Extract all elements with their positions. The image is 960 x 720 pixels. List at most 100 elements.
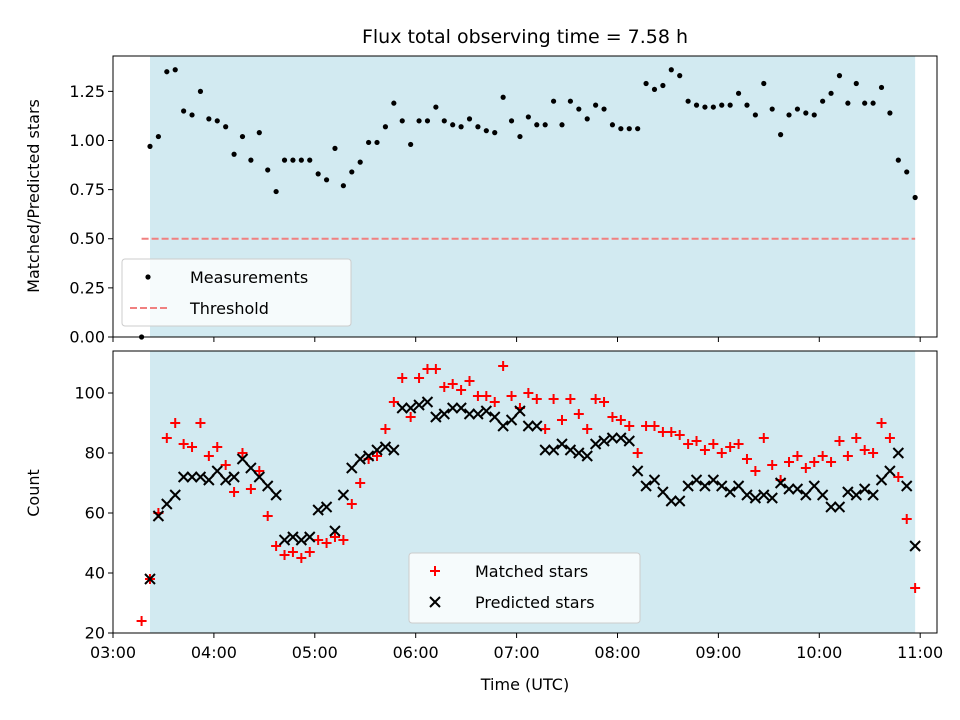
measurement-point bbox=[155, 133, 162, 140]
y-tick-label: 1.00 bbox=[69, 131, 105, 150]
predicted-stars-point bbox=[741, 489, 753, 501]
x-tick-label: 08:00 bbox=[594, 643, 640, 662]
measurement-point bbox=[181, 108, 187, 114]
measurement-point bbox=[214, 118, 220, 124]
matched-stars-point bbox=[691, 436, 702, 446]
measurement-point bbox=[710, 104, 716, 110]
predicted-stars-point bbox=[623, 435, 635, 447]
predicted-stars-point bbox=[161, 498, 173, 510]
measurement-point bbox=[164, 69, 170, 75]
predicted-stars-point bbox=[236, 453, 249, 465]
predicted-stars-point bbox=[901, 480, 913, 492]
matched-stars-point bbox=[901, 514, 912, 524]
predicted-stars-point bbox=[278, 534, 291, 546]
matched-stars-point bbox=[851, 433, 862, 443]
predicted-stars-point bbox=[589, 438, 602, 450]
matched-stars-point bbox=[699, 445, 710, 455]
legend-label: Threshold bbox=[189, 299, 269, 318]
matched-stars-point bbox=[271, 541, 282, 551]
matched-stars-point bbox=[674, 430, 685, 440]
matched-stars-point bbox=[758, 433, 769, 443]
predicted-stars-point bbox=[631, 465, 644, 477]
matched-stars-point bbox=[531, 394, 542, 404]
predicted-stars-point bbox=[850, 489, 862, 501]
measurement-point bbox=[904, 169, 910, 175]
matched-stars-point bbox=[573, 409, 584, 419]
chart-title: Flux total observing time = 7.58 h bbox=[362, 26, 688, 48]
legend-marker-matched bbox=[430, 566, 440, 576]
matched-stars-point bbox=[683, 439, 694, 449]
predicted-stars-point bbox=[371, 444, 383, 456]
predicted-stars-point bbox=[716, 480, 728, 492]
measurement-point bbox=[298, 157, 304, 163]
matched-stars-point bbox=[178, 439, 189, 449]
predicted-stars-point bbox=[598, 435, 610, 447]
measurement-point bbox=[332, 145, 338, 151]
matched-stars-point bbox=[599, 397, 610, 407]
measurement-point bbox=[719, 102, 725, 108]
matched-stars-point bbox=[405, 412, 416, 422]
measurement-point bbox=[685, 98, 691, 104]
measurement-point bbox=[550, 98, 557, 104]
matched-stars-point bbox=[733, 439, 744, 449]
measurement-point bbox=[635, 126, 641, 132]
predicted-stars-point bbox=[606, 432, 619, 444]
plot-frame bbox=[112, 350, 938, 634]
measurement-point bbox=[887, 110, 893, 116]
predicted-stars-point bbox=[766, 492, 778, 504]
measurement-point bbox=[450, 122, 456, 128]
measurement-point bbox=[576, 106, 582, 112]
measurement-point bbox=[643, 80, 649, 87]
matched-stars-point bbox=[170, 418, 181, 428]
predicted-stars-point bbox=[640, 480, 652, 492]
predicted-stars-point bbox=[262, 480, 274, 492]
matched-stars-point bbox=[657, 427, 668, 437]
measurement-point bbox=[492, 130, 498, 136]
predicted-stars-point bbox=[489, 411, 501, 423]
measurement-point bbox=[660, 82, 666, 89]
matched-stars-point bbox=[346, 499, 357, 509]
x-tick-label: 11:00 bbox=[897, 643, 943, 662]
predicted-stars-point bbox=[304, 531, 316, 543]
matched-stars-point bbox=[447, 379, 458, 389]
measurement-point bbox=[601, 106, 607, 112]
measurement-point bbox=[408, 141, 414, 148]
predicted-stars-point bbox=[758, 489, 770, 501]
measurement-point bbox=[349, 169, 355, 175]
measurement-point bbox=[803, 110, 809, 116]
predicted-stars-point bbox=[522, 420, 535, 432]
predicted-stars-point bbox=[404, 402, 417, 414]
predicted-stars-point bbox=[531, 420, 543, 432]
matched-stars-point bbox=[540, 424, 551, 434]
predicted-stars-point bbox=[816, 489, 829, 501]
legend-marker-predicted bbox=[429, 596, 441, 608]
measurement-point bbox=[307, 157, 313, 163]
matched-stars-point bbox=[649, 421, 660, 431]
measurement-point bbox=[206, 116, 212, 122]
matched-stars-point bbox=[313, 535, 324, 545]
x-axis-label: Time (UTC) bbox=[480, 675, 569, 694]
predicted-stars-point bbox=[337, 489, 350, 501]
predicted-stars-point bbox=[421, 396, 434, 408]
plot-frame bbox=[112, 55, 938, 338]
matched-stars-point bbox=[556, 415, 567, 425]
matched-stars-point bbox=[641, 421, 652, 431]
matched-stars-point bbox=[523, 388, 534, 398]
predicted-stars-point bbox=[169, 489, 181, 501]
matched-stars-point bbox=[708, 439, 719, 449]
matched-stars-point bbox=[136, 616, 147, 626]
predicted-stars-point bbox=[581, 450, 593, 462]
y-tick-label: 60 bbox=[85, 504, 105, 523]
predicted-stars-point bbox=[615, 432, 627, 444]
predicted-stars-point bbox=[909, 540, 921, 552]
predicted-stars-point bbox=[707, 474, 720, 486]
measurement-point bbox=[466, 116, 473, 122]
measurement-point bbox=[618, 126, 624, 132]
measurement-point bbox=[500, 94, 506, 100]
matched-stars-point bbox=[809, 457, 820, 467]
measurement-point bbox=[811, 112, 817, 118]
predicted-stars-point bbox=[396, 402, 408, 414]
measurement-point bbox=[542, 122, 548, 128]
measurement-point bbox=[323, 177, 330, 183]
measurement-point bbox=[761, 80, 767, 87]
